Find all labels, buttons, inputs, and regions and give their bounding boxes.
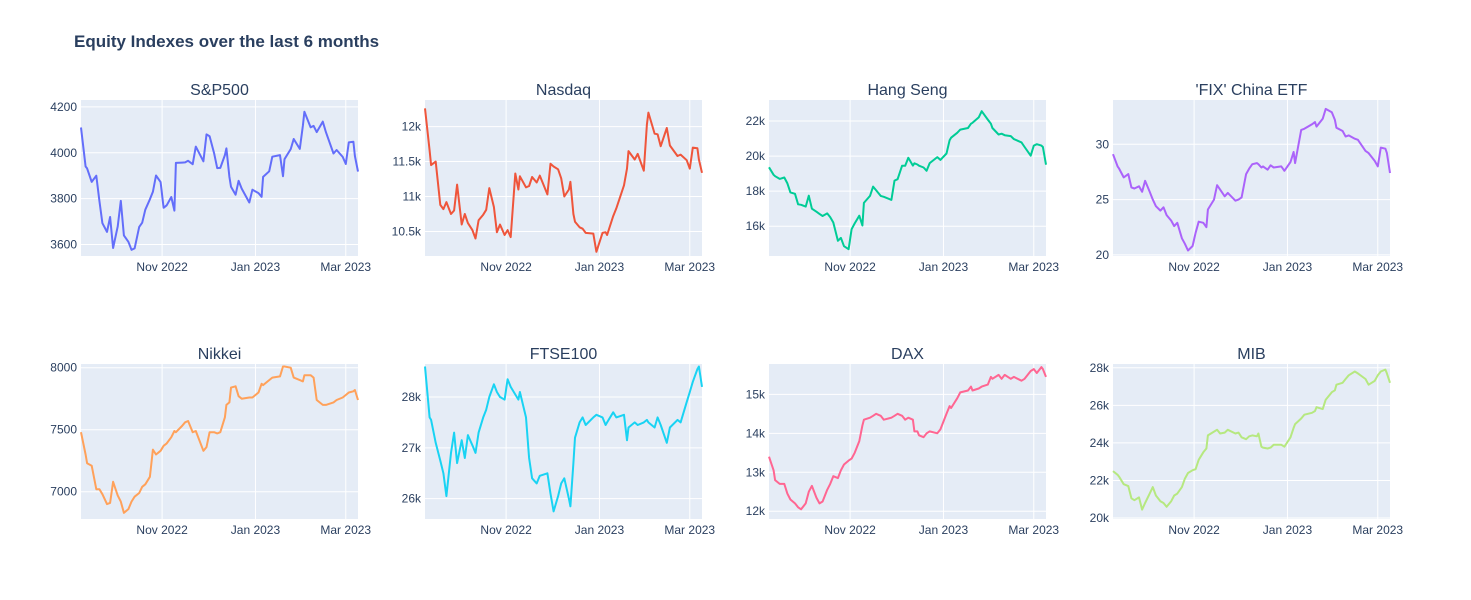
- plot-area: [1113, 100, 1390, 256]
- x-tick-label: Nov 2022: [1168, 260, 1220, 274]
- series-line: [1112, 368, 1391, 511]
- y-tick-label: 7000: [50, 485, 77, 499]
- series-line: [768, 366, 1047, 511]
- subplot-title: 'FIX' China ETF: [1196, 82, 1308, 99]
- x-tick-label: Jan 2023: [575, 260, 625, 274]
- x-tick-label: Nov 2022: [1168, 523, 1220, 537]
- x-tick-label: Nov 2022: [824, 523, 876, 537]
- subplot-6: DAX 12k 13k 14k 15k Nov 2022 Jan 2023 Mar 2023: [746, 346, 1060, 537]
- subplot-title: S&P500: [190, 82, 249, 99]
- y-tick-label: 22k: [746, 114, 766, 128]
- x-tick-label: Jan 2023: [919, 523, 969, 537]
- x-tick-label: Nov 2022: [824, 260, 876, 274]
- y-tick-label: 12k: [746, 504, 766, 518]
- x-tick-label: Mar 2023: [1008, 260, 1059, 274]
- x-tick-label: Nov 2022: [480, 523, 532, 537]
- y-tick-label: 27k: [402, 441, 422, 455]
- subplot-title: DAX: [891, 346, 924, 363]
- y-tick-label: 26k: [402, 492, 422, 506]
- x-tick-label: Nov 2022: [480, 260, 532, 274]
- y-tick-label: 7500: [50, 423, 77, 437]
- subplot-title: FTSE100: [530, 346, 598, 363]
- x-tick-label: Mar 2023: [1008, 523, 1059, 537]
- series-line: [424, 108, 703, 253]
- y-tick-label: 22k: [1090, 473, 1110, 487]
- y-tick-label: 3600: [50, 238, 77, 252]
- y-tick-label: 10.5k: [392, 225, 422, 239]
- y-tick-label: 30: [1096, 137, 1110, 151]
- y-tick-label: 20: [1096, 248, 1110, 262]
- x-tick-label: Mar 2023: [664, 260, 715, 274]
- y-tick-label: 14k: [746, 426, 766, 440]
- subplot-title: Nasdaq: [536, 82, 591, 99]
- x-tick-label: Mar 2023: [1352, 523, 1403, 537]
- subplot-7: MIB 20k 22k 24k 26k 28k Nov 2022 Jan 2023 Mar 20…: [1090, 346, 1404, 537]
- x-tick-label: Mar 2023: [320, 260, 371, 274]
- y-tick-label: 20k: [1090, 511, 1110, 525]
- subplot-title: MIB: [1237, 346, 1265, 363]
- y-tick-label: 13k: [746, 465, 766, 479]
- y-tick-label: 15k: [746, 387, 766, 401]
- y-tick-label: 3800: [50, 192, 77, 206]
- subplot-title: Hang Seng: [867, 82, 947, 99]
- series-line: [1112, 107, 1391, 252]
- subplot-5: FTSE100 26k 27k 28k Nov 2022 Jan 2023 Mar 2023: [402, 346, 716, 537]
- y-tick-label: 4000: [50, 146, 77, 160]
- plot-area: [81, 364, 358, 519]
- plot-area: [769, 100, 1046, 256]
- y-tick-label: 16k: [746, 219, 766, 233]
- x-tick-label: Jan 2023: [231, 260, 281, 274]
- y-tick-label: 28k: [1090, 361, 1110, 375]
- series-line: [80, 365, 359, 514]
- x-tick-label: Mar 2023: [1352, 260, 1403, 274]
- y-tick-label: 8000: [50, 361, 77, 375]
- y-tick-label: 4200: [50, 100, 77, 114]
- subplot-title: Nikkei: [198, 346, 242, 363]
- series-line: [424, 365, 703, 513]
- plot-area: [769, 364, 1046, 519]
- x-tick-label: Mar 2023: [320, 523, 371, 537]
- plot-area: [1113, 364, 1390, 519]
- series-line: [768, 110, 1047, 251]
- y-tick-label: 11.5k: [393, 155, 422, 169]
- y-tick-label: 18k: [746, 184, 766, 198]
- y-tick-label: 11k: [403, 190, 422, 204]
- x-tick-label: Nov 2022: [136, 523, 188, 537]
- subplot-0: S&P500 3600 3800 4000 4200 Nov 2022 Jan 2023 Ma…: [50, 82, 371, 274]
- subplot-4: Nikkei 7000 7500 8000 Nov 2022 Jan 2023 Mar 20…: [50, 346, 371, 537]
- y-tick-label: 20k: [746, 149, 766, 163]
- x-tick-label: Mar 2023: [664, 523, 715, 537]
- y-tick-label: 28k: [402, 390, 422, 404]
- x-tick-label: Jan 2023: [919, 260, 969, 274]
- y-tick-label: 26k: [1090, 398, 1110, 412]
- series-line: [80, 110, 359, 251]
- y-tick-label: 25: [1096, 193, 1110, 207]
- y-tick-label: 24k: [1090, 436, 1110, 450]
- x-tick-label: Nov 2022: [136, 260, 188, 274]
- x-tick-label: Jan 2023: [575, 523, 625, 537]
- x-tick-label: Jan 2023: [1263, 523, 1313, 537]
- page-title: Equity Indexes over the last 6 months: [74, 32, 380, 51]
- subplot-2: Hang Seng 16k 18k 20k 22k Nov 2022 Jan 2023 Mar…: [746, 82, 1060, 274]
- x-tick-label: Jan 2023: [231, 523, 281, 537]
- y-tick-label: 12k: [402, 120, 422, 134]
- plot-area: [81, 100, 358, 256]
- plot-area: [425, 100, 702, 256]
- subplot-3: 'FIX' China ETF 20 25 30 Nov 2022 Jan 2023 Mar…: [1096, 82, 1404, 274]
- x-tick-label: Jan 2023: [1263, 260, 1313, 274]
- subplot-1: Nasdaq 10.5k 11k 11.5k 12k Nov 2022 Jan 2023 Ma…: [392, 82, 716, 274]
